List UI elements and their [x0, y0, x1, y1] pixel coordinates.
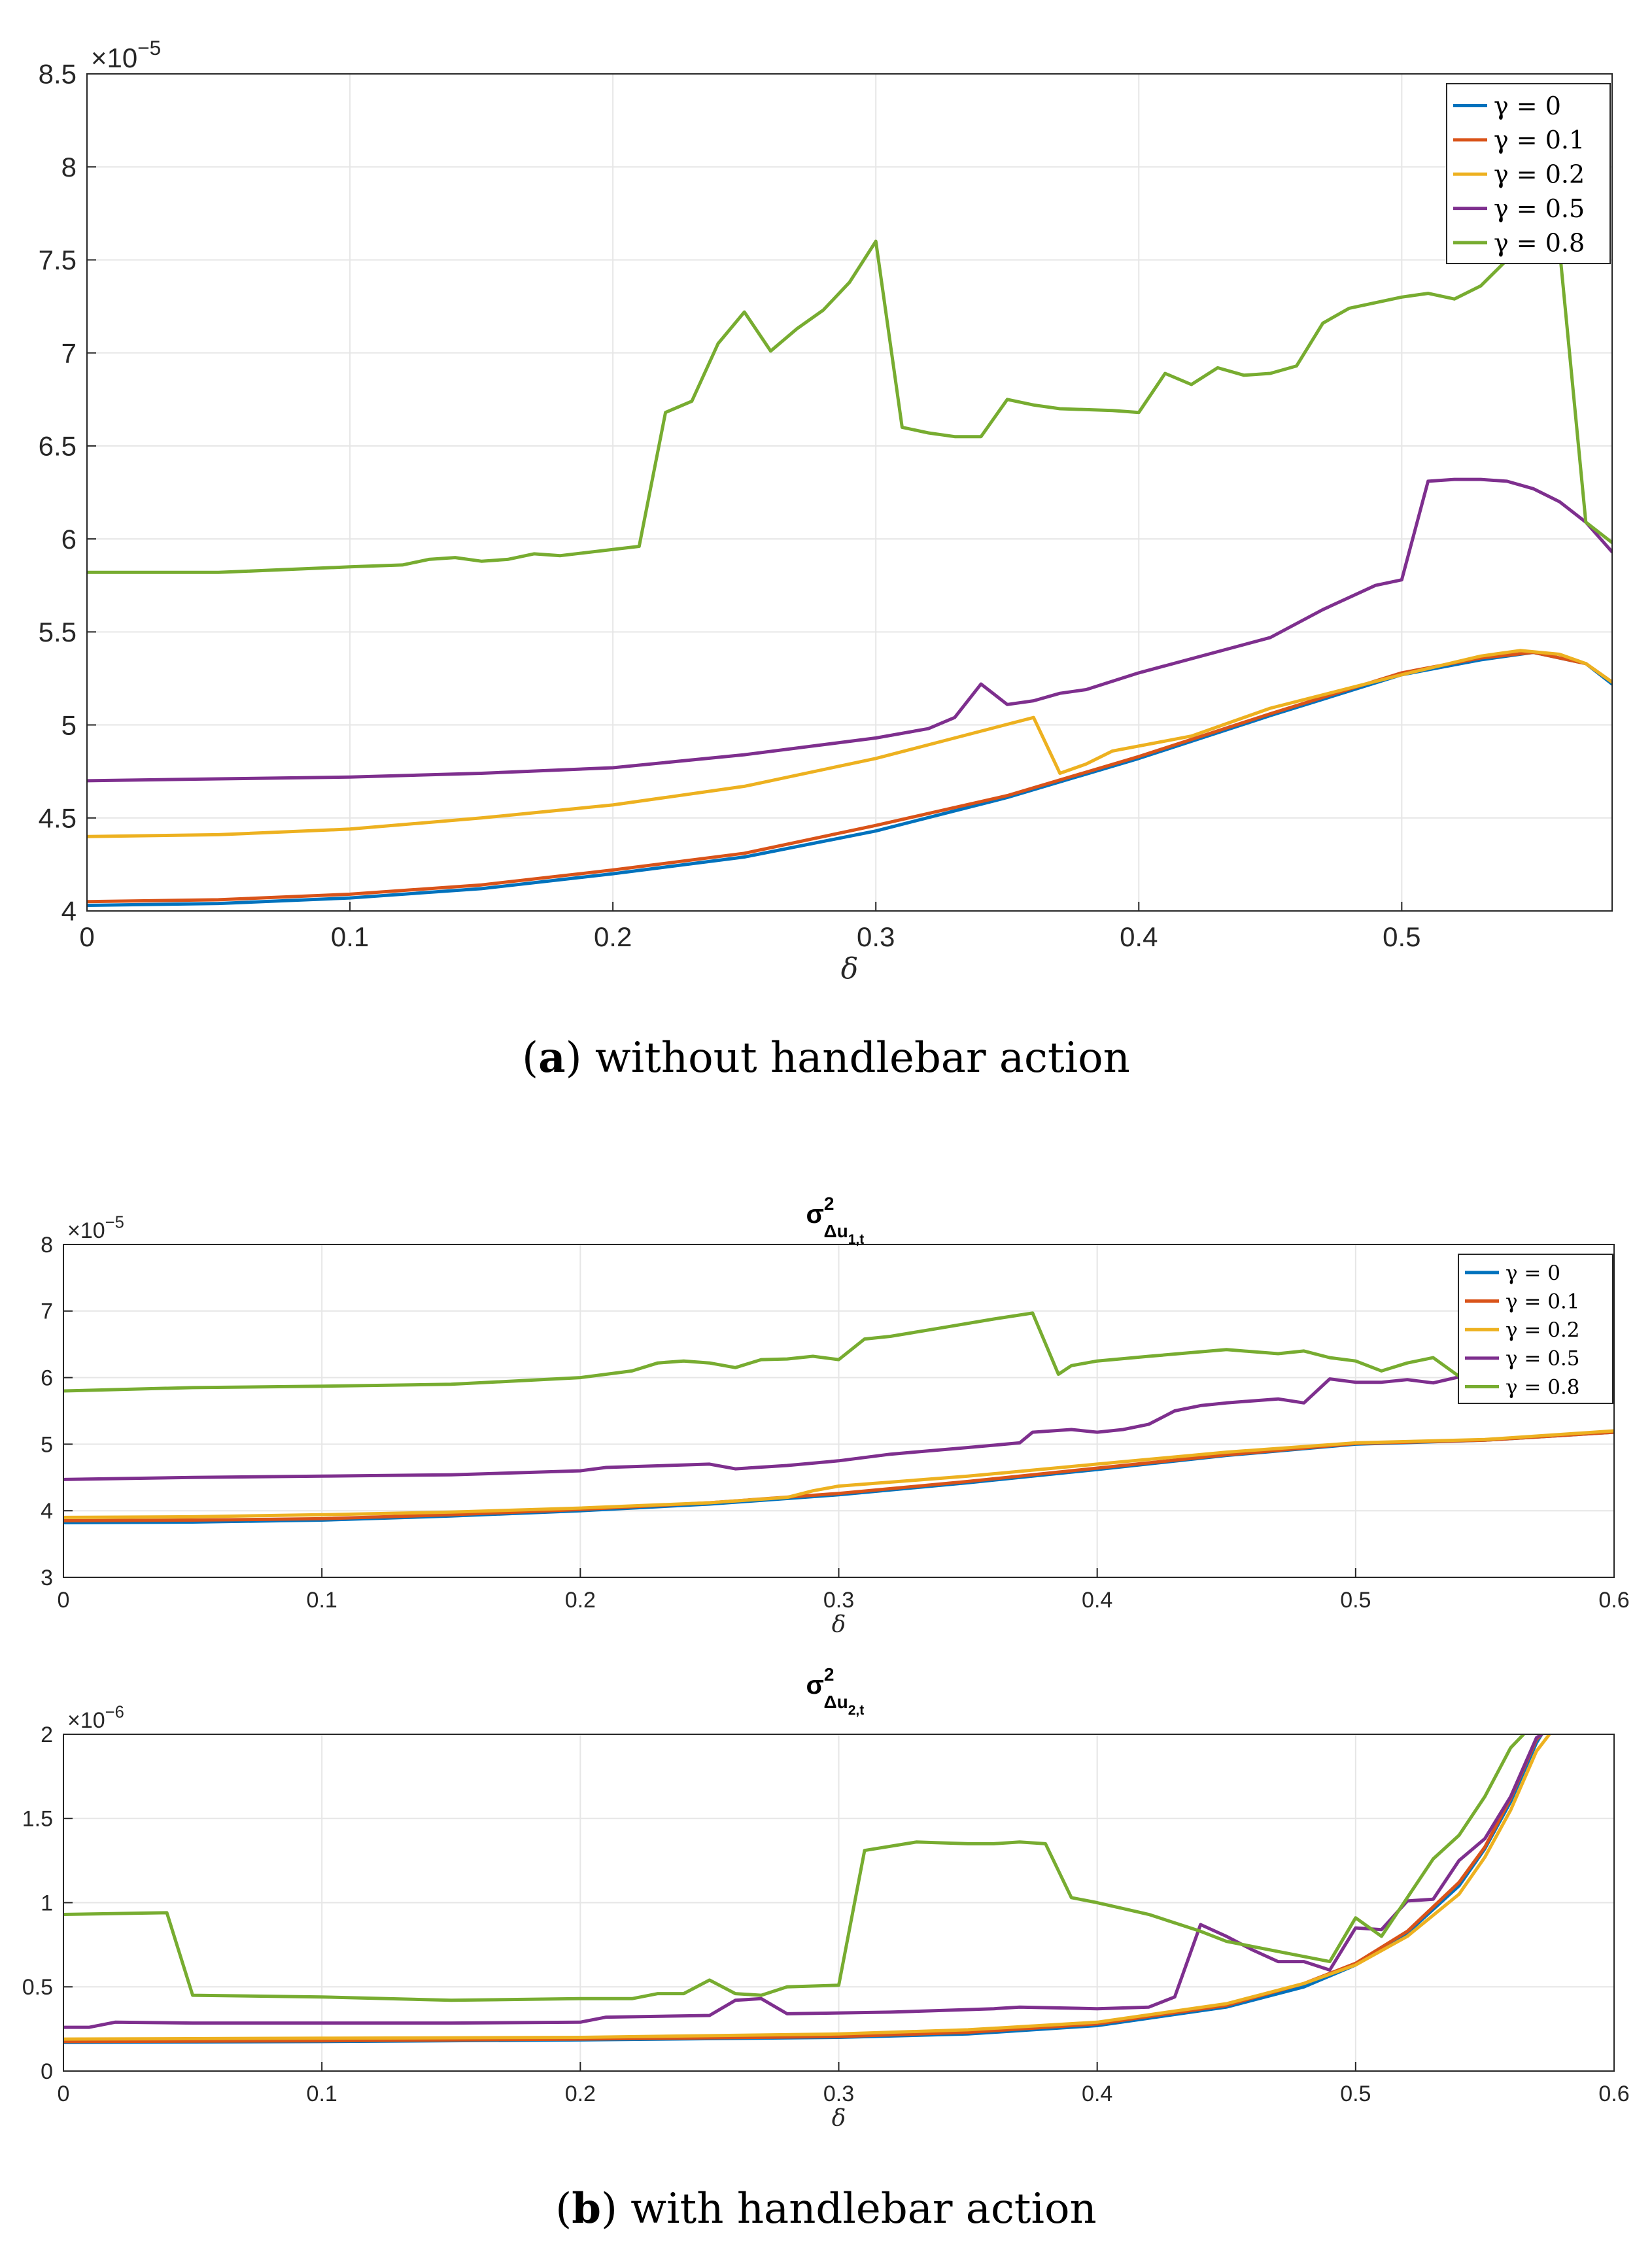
x-tick-label: 0.6	[1598, 2082, 1629, 2106]
y-tick-label: 7	[41, 1299, 53, 1324]
caption-a-text: without handlebar action	[594, 1034, 1130, 1082]
series-line-1	[87, 651, 1612, 904]
exponent-label: ×10−5	[91, 36, 161, 73]
caption-b-text: with handlebar action	[630, 2185, 1097, 2233]
x-tick-label: 0.3	[823, 1588, 854, 1613]
title-subsub: 1,t	[848, 1232, 865, 1247]
legend-label: γ = 0.5	[1506, 1347, 1580, 1371]
x-tick-label: 0.5	[1340, 2082, 1371, 2106]
legend: γ = 0 γ = 0.1 γ = 0.2 γ = 0.5 γ = 0.8	[1458, 1254, 1613, 1404]
series-line-4	[87, 239, 1612, 574]
exponent-label: ×10−5	[67, 1214, 124, 1243]
y-tick-label: 1	[41, 1891, 53, 1915]
x-tick-label: 0.4	[1082, 1588, 1112, 1613]
series-group	[87, 239, 1612, 907]
series-line-4	[63, 1311, 1614, 1393]
exponent-power: −5	[105, 1214, 124, 1232]
x-tick-label: 0	[58, 1588, 70, 1613]
x-tick-label: 0.6	[1598, 1588, 1629, 1613]
x-tick-label: 0.1	[307, 1588, 337, 1613]
series-line-4	[63, 1734, 1526, 2002]
axes-box	[86, 73, 1613, 912]
y-tick-label: 0	[41, 2059, 53, 2084]
title-subsub: 2,t	[848, 1703, 865, 1718]
y-tick-label: 6	[61, 524, 77, 555]
y-tick-label: 3	[41, 1566, 53, 1590]
legend-label: γ = 0	[1506, 1261, 1560, 1285]
grid	[86, 73, 1612, 912]
legend-label: γ = 0.8	[1494, 228, 1585, 257]
x-tick-label: 0.3	[823, 2082, 854, 2106]
x-tick-label: 0.2	[594, 921, 632, 952]
x-tick-label: 0.2	[565, 2082, 596, 2106]
y-tick-label: 0.5	[22, 1975, 53, 2000]
x-axis-label: δ	[832, 2104, 846, 2131]
y-tick-label: 8	[61, 152, 77, 182]
x-tick-label: 0	[79, 921, 94, 952]
caption-a-letter: a	[538, 1033, 566, 1082]
title-sub: Δu	[823, 1692, 848, 1712]
y-tick-label: 1.5	[22, 1807, 53, 1832]
y-tick-label: 6	[41, 1366, 53, 1391]
legend-label: γ = 0.5	[1494, 194, 1585, 223]
series-line-3	[63, 1734, 1543, 2029]
caption-b-letter: b	[572, 2184, 601, 2233]
title-sub: Δu	[823, 1221, 848, 1241]
y-tick-label: 7	[61, 337, 77, 368]
legend: γ = 0 γ = 0.1 γ = 0.2 γ = 0.5 γ = 0.8	[1446, 83, 1611, 264]
x-tick-label: 0.5	[1340, 1588, 1371, 1613]
x-tick-label: 0.1	[307, 2082, 337, 2106]
exponent-label: ×10−6	[67, 1704, 124, 1733]
x-tick-label: 0	[58, 2082, 70, 2106]
legend-label: γ = 0.8	[1506, 1375, 1580, 1399]
y-tick-label: 8	[41, 1233, 53, 1258]
series-line-2	[87, 649, 1612, 838]
chart-title: σ2 Δu2,t	[806, 1664, 865, 1718]
y-tick-label: 4.5	[39, 802, 77, 833]
x-tick-label: 0.2	[565, 1588, 596, 1613]
chart-a: 0 0.1 0.2 0.3 0.4 0.5 4 4.5 5 5.5 6 6.5 7 7.5 8 8.5 ×10−…	[39, 36, 1613, 985]
title-sup: 2	[824, 1664, 835, 1685]
y-tick-label: 4	[41, 1499, 53, 1524]
caption-a: (a) without handlebar action	[522, 1033, 1130, 1082]
x-axis-label: δ	[841, 952, 859, 985]
y-tick-label: 5	[41, 1432, 53, 1457]
legend-label: γ = 0.2	[1506, 1318, 1580, 1342]
y-tick-label: 5	[61, 710, 77, 740]
legend-label: γ = 0	[1494, 92, 1561, 120]
exponent-power: −6	[105, 1704, 124, 1722]
y-tick-label: 8.5	[39, 59, 77, 90]
y-tick-label: 4	[61, 896, 77, 927]
x-axis-label: δ	[832, 1611, 846, 1637]
chart-title: σ2 Δu1,t	[806, 1193, 865, 1247]
x-tick-label: 0.4	[1082, 2082, 1112, 2106]
y-tick-label: 2	[41, 1722, 53, 1747]
plot-area	[87, 74, 1612, 911]
x-tick-label: 0.1	[331, 921, 369, 952]
series-group	[63, 1311, 1614, 1524]
x-tick-label: 0.5	[1383, 921, 1420, 952]
series-line-2	[63, 1429, 1614, 1519]
x-tick-label: 0.4	[1120, 921, 1158, 952]
series-line-3	[63, 1375, 1614, 1481]
y-tick-label: 6.5	[39, 431, 77, 462]
legend-label: γ = 0.1	[1506, 1290, 1580, 1313]
title-sup: 2	[824, 1193, 835, 1214]
y-tick-label: 5.5	[39, 617, 77, 647]
series-line-2	[63, 1734, 1551, 2041]
series-group	[63, 1734, 1551, 2044]
exponent-power: −5	[137, 36, 161, 60]
caption-b: (b) with handlebar action	[555, 2184, 1097, 2233]
y-tick-label: 7.5	[39, 245, 77, 275]
legend-label: γ = 0.2	[1494, 160, 1585, 189]
legend-label: γ = 0.1	[1494, 126, 1585, 154]
series-line-3	[87, 477, 1612, 783]
x-tick-label: 0.3	[857, 921, 895, 952]
